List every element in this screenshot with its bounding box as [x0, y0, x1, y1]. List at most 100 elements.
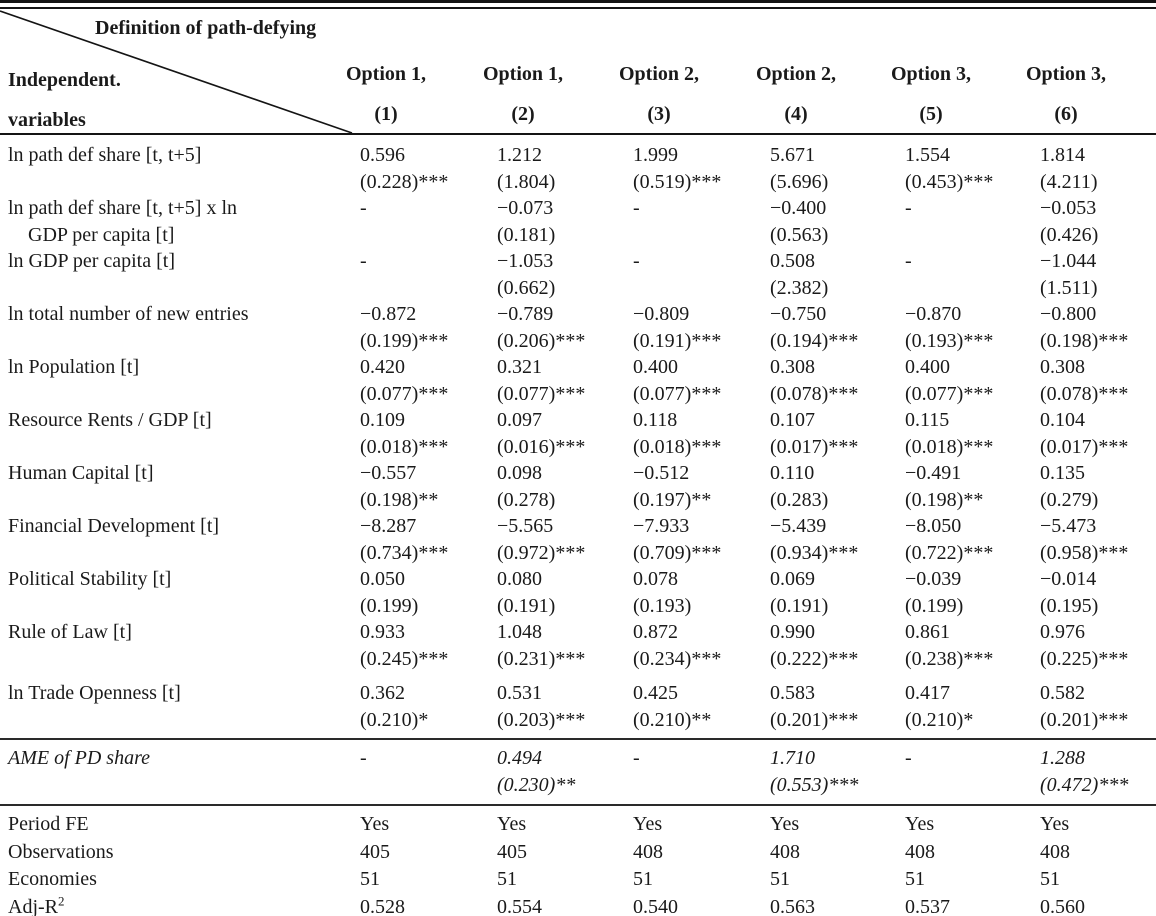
- summary-value: 0.560: [1040, 895, 1085, 916]
- standard-error: (0.283): [770, 488, 829, 511]
- coefficient-value: 0.135: [1040, 462, 1085, 484]
- summary-value: Yes: [633, 813, 663, 835]
- standard-error: (0.191): [497, 594, 556, 617]
- coefficient-cell: 1.814 (4.211): [1040, 142, 1156, 195]
- column-number-label: (5): [919, 103, 943, 125]
- standard-error: (0.245)***: [360, 647, 449, 670]
- row-label-line: Resource Rents / GDP [t]: [8, 409, 212, 431]
- standard-error: (0.199): [905, 594, 964, 617]
- table-row: ln path def share [t, t+5] x ln GDP per c…: [0, 195, 1156, 248]
- coefficient-value: 1.554: [905, 144, 950, 166]
- row-label-line: GDP per capita [t]: [28, 223, 175, 246]
- column-group-label: Option 2,: [755, 63, 837, 85]
- row-label: ln Population [t]: [8, 354, 360, 407]
- coefficient-value: 0.080: [497, 568, 542, 590]
- column-group-label: Option 3,: [890, 63, 972, 85]
- row-label: AME of PD share: [8, 745, 360, 798]
- coefficient-value: 0.069: [770, 568, 815, 590]
- column-number-label: (3): [647, 103, 671, 125]
- row-label: Rule of Law [t]: [8, 619, 360, 672]
- table-row: Rule of Law [t] 0.933 (0.245)*** 1.048 (0.23…: [0, 619, 1156, 672]
- coefficient-cell: 0.308 (0.078)***: [770, 354, 905, 407]
- standard-error: (0.181): [497, 223, 556, 246]
- standard-error: (0.194)***: [770, 329, 859, 352]
- standard-error: (0.077)***: [360, 382, 449, 405]
- coefficient-cell: 0.097 (0.016)***: [497, 407, 633, 460]
- summary-value: 408: [770, 840, 800, 863]
- coefficient-value: 0.400: [633, 356, 678, 378]
- standard-error: (2.382): [770, 276, 829, 299]
- row-label-line: ln GDP per capita [t]: [8, 250, 175, 272]
- standard-error: (4.211): [1040, 170, 1098, 193]
- standard-error: (0.198)***: [1040, 329, 1129, 352]
- summary-row-label: Observations: [8, 840, 114, 863]
- standard-error: (1.511): [1040, 276, 1098, 299]
- corner-spacer: [8, 61, 360, 128]
- coefficient-cell: 0.080 (0.191): [497, 566, 633, 619]
- standard-error: (0.193): [633, 594, 692, 617]
- column-number-label: (2): [511, 103, 535, 125]
- standard-error: (0.453)***: [905, 170, 994, 193]
- summary-row-label: Period FE: [8, 813, 89, 835]
- summary-row-label: Economies: [8, 868, 97, 890]
- row-label: ln GDP per capita [t]: [8, 248, 360, 301]
- summary-value: 405: [497, 840, 527, 863]
- row-label-line: ln path def share [t, t+5]: [8, 144, 202, 166]
- standard-error: (0.197)**: [633, 488, 712, 511]
- coefficient-value: 1.999: [633, 144, 678, 166]
- summary-value: 51: [905, 868, 925, 890]
- coefficient-value: 0.976: [1040, 621, 1085, 643]
- coefficient-value: 0.308: [770, 356, 815, 378]
- row-label: ln path def share [t, t+5] x ln GDP per c…: [8, 195, 360, 248]
- coefficient-cell: 0.425 (0.210)**: [633, 680, 770, 733]
- summary-value: 0.540: [633, 895, 678, 916]
- coefficient-value: 0.596: [360, 144, 405, 166]
- coefficient-cell: 0.098 (0.278): [497, 460, 633, 513]
- coefficient-value: 0.420: [360, 356, 405, 378]
- coefficient-cell: 1.212 (1.804): [497, 142, 633, 195]
- coefficient-value: −7.933: [633, 515, 690, 537]
- column-number-label: (6): [1054, 103, 1078, 125]
- coefficient-value: 0.362: [360, 682, 405, 704]
- coefficient-value: 0.583: [770, 682, 815, 704]
- coefficient-value: 0.400: [905, 356, 950, 378]
- coefficient-cell: 0.531 (0.203)***: [497, 680, 633, 733]
- coefficient-value: 0.110: [770, 462, 815, 484]
- standard-error: (0.222)***: [770, 647, 859, 670]
- standard-error: (0.077)***: [633, 382, 722, 405]
- coefficient-cell: −0.053 (0.426): [1040, 195, 1156, 248]
- coefficient-cell: 0.582 (0.201)***: [1040, 680, 1156, 733]
- ame-top-rule: [0, 738, 1156, 740]
- coefficient-cell: −0.491 (0.198)**: [905, 460, 1040, 513]
- coefficient-value: −8.287: [360, 515, 417, 537]
- table-header: Definition of path-defying Independent. …: [0, 9, 1156, 133]
- column-header-4: Option 2, (4): [748, 61, 844, 128]
- coefficient-cell: 0.321 (0.077)***: [497, 354, 633, 407]
- coefficient-value: -: [905, 250, 912, 272]
- coefficient-value: 0.104: [1040, 409, 1085, 431]
- coefficient-value: −0.872: [360, 303, 417, 325]
- summary-value: 51: [633, 868, 653, 890]
- summary-value: Yes: [770, 813, 800, 835]
- coefficient-value: −0.014: [1040, 568, 1097, 590]
- summary-value: 0.563: [770, 895, 815, 916]
- coefficient-cell: -: [633, 248, 770, 301]
- coefficient-cell: 0.417 (0.210)*: [905, 680, 1040, 733]
- coefficient-cell: −5.439 (0.934)***: [770, 513, 905, 566]
- row-label: Resource Rents / GDP [t]: [8, 407, 360, 460]
- coefficient-value: −0.491: [905, 462, 962, 484]
- coefficient-value: −0.800: [1040, 303, 1097, 325]
- standard-error: (0.195): [1040, 594, 1099, 617]
- summary-row: Observations 405 405 408 408 408 408: [0, 839, 1156, 867]
- coefficient-cell: −0.800 (0.198)***: [1040, 301, 1156, 354]
- column-group-label: Option 3,: [1025, 63, 1107, 85]
- table-row: Financial Development [t] −8.287 (0.734)**…: [0, 513, 1156, 566]
- coefficient-cell: 0.308 (0.078)***: [1040, 354, 1156, 407]
- coefficient-cell: −0.039 (0.199): [905, 566, 1040, 619]
- coefficient-cell: −8.287 (0.734)***: [360, 513, 497, 566]
- coefficient-cell: 0.400 (0.077)***: [905, 354, 1040, 407]
- column-group-label: Option 1,: [345, 63, 427, 85]
- coefficient-value: 0.494: [497, 747, 542, 769]
- coefficient-value: −5.565: [497, 515, 554, 537]
- coefficient-value: -: [633, 747, 640, 769]
